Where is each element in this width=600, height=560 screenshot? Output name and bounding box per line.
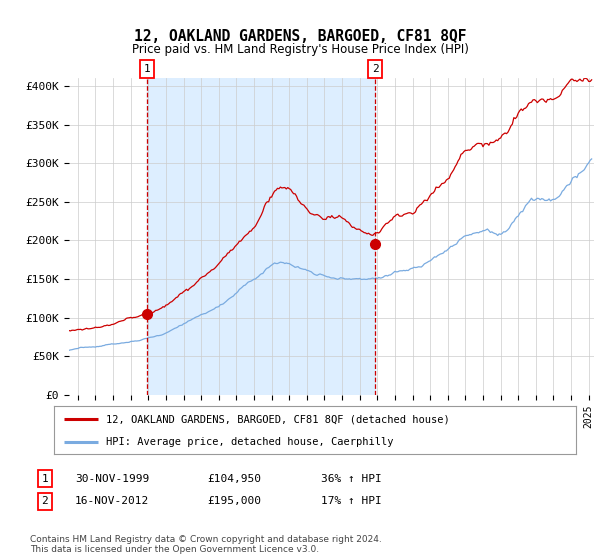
Text: £104,950: £104,950 — [207, 474, 261, 484]
Bar — [147, 78, 375, 395]
Text: 12, OAKLAND GARDENS, BARGOED, CF81 8QF: 12, OAKLAND GARDENS, BARGOED, CF81 8QF — [134, 29, 466, 44]
Text: 17% ↑ HPI: 17% ↑ HPI — [321, 496, 382, 506]
Text: 16-NOV-2012: 16-NOV-2012 — [75, 496, 149, 506]
Text: HPI: Average price, detached house, Caerphilly: HPI: Average price, detached house, Caer… — [106, 437, 394, 447]
Text: £195,000: £195,000 — [207, 496, 261, 506]
Text: 36% ↑ HPI: 36% ↑ HPI — [321, 474, 382, 484]
Text: 1: 1 — [41, 474, 49, 484]
Text: 30-NOV-1999: 30-NOV-1999 — [75, 474, 149, 484]
Text: 2: 2 — [41, 496, 49, 506]
Text: 12, OAKLAND GARDENS, BARGOED, CF81 8QF (detached house): 12, OAKLAND GARDENS, BARGOED, CF81 8QF (… — [106, 414, 450, 424]
Text: 2: 2 — [372, 64, 379, 74]
Text: 1: 1 — [143, 64, 150, 74]
Text: Price paid vs. HM Land Registry's House Price Index (HPI): Price paid vs. HM Land Registry's House … — [131, 43, 469, 56]
Text: Contains HM Land Registry data © Crown copyright and database right 2024.
This d: Contains HM Land Registry data © Crown c… — [30, 535, 382, 554]
